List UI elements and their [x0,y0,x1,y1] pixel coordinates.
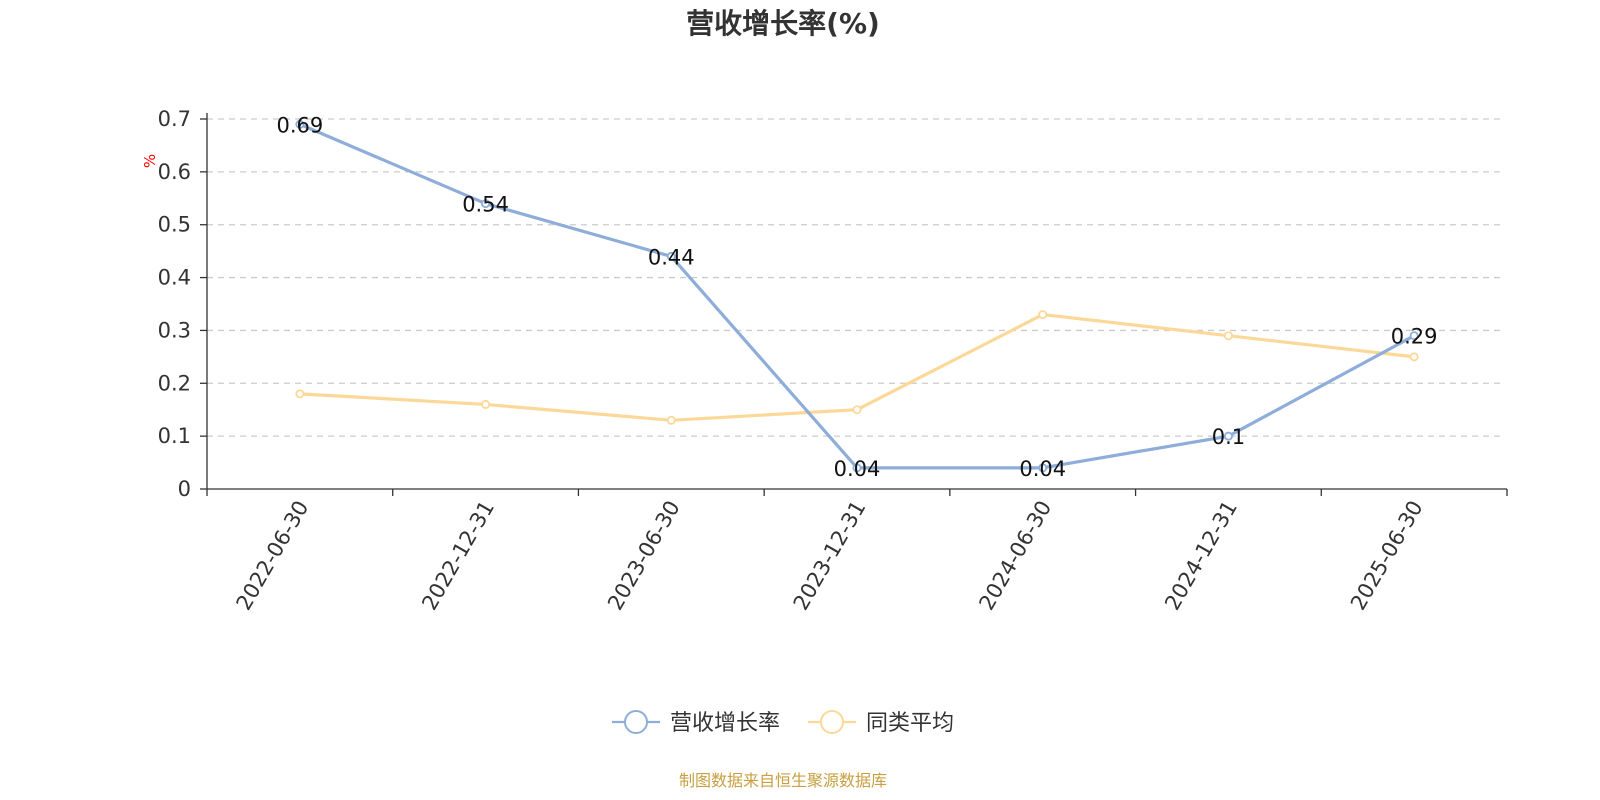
x-tick-label: 2023-06-30 [603,497,685,615]
data-point[interactable] [1038,310,1048,320]
data-point[interactable] [1038,463,1048,473]
y-tick-label: 0 [178,477,191,501]
x-tick-label: 2022-06-30 [232,497,314,615]
data-point[interactable] [481,199,491,209]
data-labels: 0.69 0.54 0.44 0.04 0.04 0.1 0.29 [276,113,1437,481]
x-tick-label: 2025-06-30 [1346,497,1428,615]
data-label: 0.04 [1019,457,1066,481]
x-tick-label: 2023-12-31 [789,497,871,615]
y-axis-unit-label: % [141,154,159,168]
data-point[interactable] [666,251,676,261]
legend-marker-icon [820,710,844,734]
data-label: 0.29 [1391,325,1438,349]
data-point[interactable] [852,405,862,415]
data-point[interactable] [852,463,862,473]
x-tick-label: 2024-06-30 [974,497,1056,615]
legend-item[interactable]: 同类平均 [808,710,954,736]
chart-title: 营收增长率(%) [686,7,880,40]
legend-item[interactable]: 营收增长率 [612,710,780,736]
y-tick-label: 0.5 [158,213,191,237]
data-point[interactable] [1223,331,1233,341]
data-point[interactable] [1223,431,1233,441]
source-note: 制图数据来自恒生聚源数据库 [679,771,887,790]
data-point[interactable] [481,399,491,409]
series [295,119,1419,473]
grid [207,118,1501,437]
x-tick-label: 2022-12-31 [417,497,499,615]
legend-marker-icon [624,710,648,734]
data-label: 0.44 [648,245,695,269]
data-label: 0.04 [834,457,881,481]
data-point[interactable] [666,415,676,425]
y-tick-label: 0.4 [158,266,191,290]
series-line [298,122,1416,470]
y-tick-label: 0.1 [158,424,191,448]
y-tick-label: 0.6 [158,160,191,184]
legend-label: 营收增长率 [670,711,780,736]
x-tick-label: 2024-12-31 [1160,497,1242,615]
data-point[interactable] [1409,352,1419,362]
data-point[interactable] [295,119,305,129]
data-point[interactable] [1409,331,1419,341]
data-label: 0.69 [276,113,323,137]
axes: 0 0.1 0.2 0.3 0.4 0.5 0.6 0.7 2022-06-30 2022-12-… [158,107,1508,615]
y-tick-label: 0.2 [158,371,191,395]
legend-label: 同类平均 [866,711,954,736]
data-label: 0.1 [1212,425,1245,449]
data-label: 0.54 [462,193,509,217]
y-tick-label: 0.7 [158,107,191,131]
y-tick-label: 0.3 [158,318,191,342]
data-point[interactable] [295,389,305,399]
legend[interactable]: 营收增长率 同类平均 [612,710,954,736]
